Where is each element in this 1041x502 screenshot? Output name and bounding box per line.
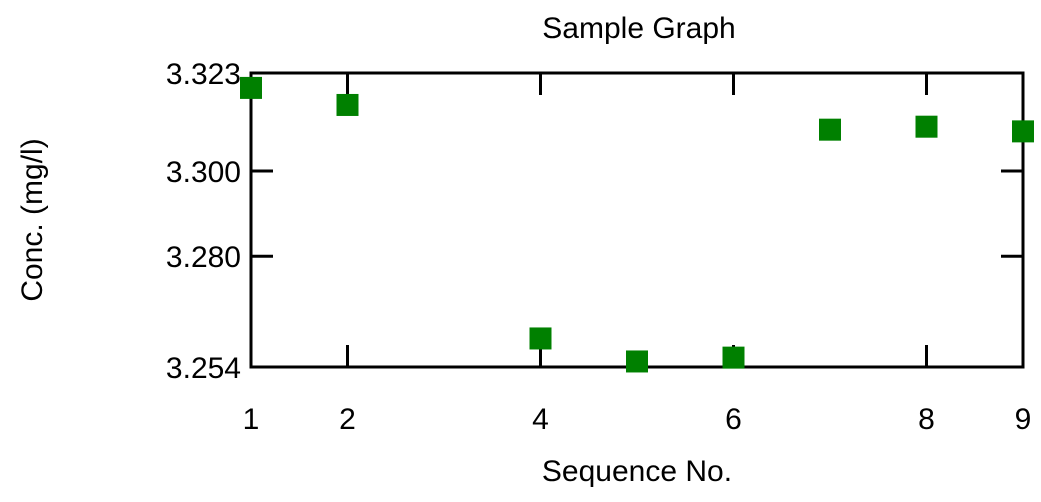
x-tick-label: 4: [532, 403, 549, 436]
x-tick-label: 9: [1015, 403, 1032, 436]
x-tick-label: 6: [725, 403, 742, 436]
chart-title: Sample Graph: [542, 12, 735, 45]
y-tick-label: 3.254: [166, 352, 241, 385]
plot-frame: [249, 71, 1025, 369]
data-point: [529, 327, 552, 350]
x-tick-label: 1: [243, 403, 260, 436]
x-tick-marks: [249, 73, 1025, 367]
data-point: [915, 115, 938, 138]
y-tick-marks: [251, 71, 1023, 369]
x-axis-label: Sequence No.: [542, 455, 732, 488]
y-axis-label: Conc. (mg/l): [16, 138, 49, 301]
data-points: [240, 76, 1034, 373]
x-tick-label: 2: [339, 403, 356, 436]
y-tick-label: 3.300: [166, 156, 241, 189]
data-point: [819, 118, 841, 141]
data-point: [240, 76, 262, 99]
y-tick-label: 3.323: [166, 58, 241, 91]
x-tick-labels: 1 2 4 6 8 9: [243, 403, 1032, 436]
data-point: [1012, 120, 1034, 143]
y-tick-label: 3.280: [166, 241, 241, 274]
y-tick-labels: 3.254 3.280 3.300 3.323: [166, 58, 241, 385]
data-point: [722, 346, 745, 369]
data-point: [626, 350, 648, 373]
x-tick-label: 8: [918, 403, 935, 436]
data-point: [336, 93, 359, 116]
